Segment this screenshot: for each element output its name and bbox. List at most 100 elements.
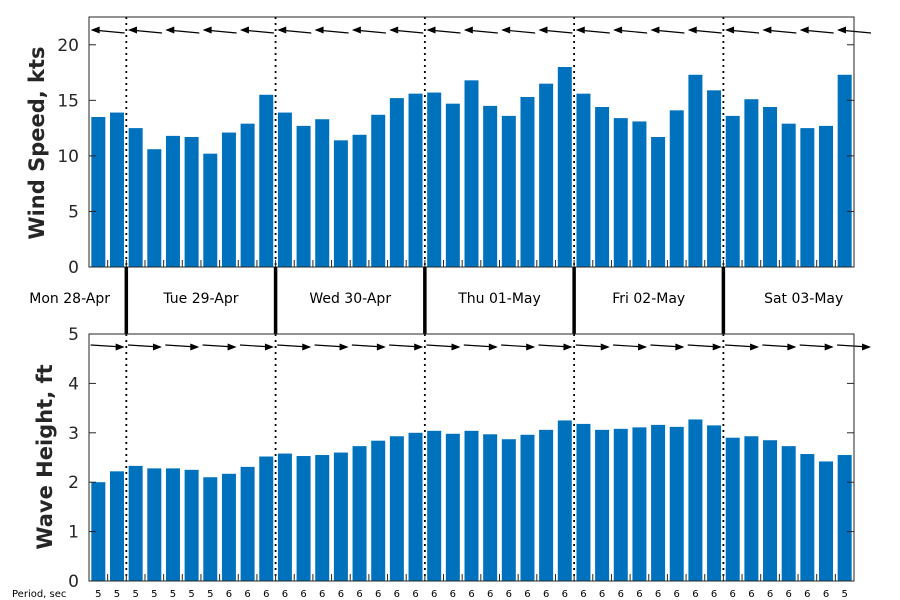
bar [613,428,628,581]
bar [557,67,572,267]
bar [389,436,404,581]
bar [651,424,666,581]
wind-y-axis-label: Wind Speed, kts [25,46,49,239]
bar [277,112,292,267]
bar [501,115,516,267]
bar [576,423,591,581]
direction-arrow-head [575,26,585,34]
bar [315,119,330,267]
bar [800,128,815,267]
direction-arrow-head [837,26,846,34]
direction-arrow-head [501,26,511,34]
bar [763,440,778,581]
bar [819,461,834,581]
period-value: 5 [95,589,101,600]
bar [483,105,498,267]
direction-arrow-head [725,26,735,34]
bar [595,107,610,267]
day-label: Mon 28-Apr [29,291,110,307]
period-value: 6 [599,589,605,600]
bar [109,112,124,267]
direction-arrow-head [389,26,399,34]
bar [781,123,796,268]
direction-arrow-head [787,343,797,351]
period-value: 5 [170,589,176,600]
bar [800,454,815,581]
bar [259,94,274,268]
bar [91,482,106,581]
bar [333,140,348,267]
direction-arrow-head [314,26,324,34]
bar [707,90,722,267]
bar [147,149,162,267]
period-value: 6 [748,589,754,600]
bar [837,74,852,268]
direction-arrow-head [190,343,200,351]
period-value: 6 [562,589,568,600]
period-value: 6 [711,589,717,600]
period-value: 6 [394,589,400,600]
y-tick-label: 2 [68,473,79,493]
direction-arrow-head [351,26,361,34]
direction-arrow-head [127,26,137,34]
period-value: 6 [580,589,586,600]
bar [669,110,684,267]
bar [352,446,367,581]
bar [221,473,236,581]
period-value: 5 [114,589,120,600]
period-value: 6 [468,589,474,600]
y-tick-label: 5 [68,325,79,345]
period-value: 6 [356,589,362,600]
bar [128,465,143,581]
direction-arrow-head [451,343,461,351]
bar [464,430,479,581]
wave-height-panel: Wave Height, ft Period, sec 0 1 2 3 4 5 5 5 5 5 5 5… [12,325,871,600]
period-value: 6 [244,589,250,600]
bar [259,456,274,581]
bar [520,97,535,267]
period-value: 6 [226,589,232,600]
direction-arrow-head [414,343,424,351]
period-value: 5 [132,589,138,600]
period-value: 6 [618,589,624,600]
bar [539,429,554,581]
bar [520,434,535,581]
bar [651,137,666,267]
bar [613,118,628,267]
bar [632,121,647,267]
wave-y-axis-label: Wave Height, ft [33,364,57,549]
bar [781,446,796,581]
bar [91,117,106,267]
period-value: 6 [375,589,381,600]
plot-frame [88,333,855,582]
period-value: 6 [338,589,344,600]
direction-arrow-head [115,343,125,351]
period-value: 6 [543,589,549,600]
direction-arrow-head [862,343,871,351]
direction-arrow-head [824,343,834,351]
y-tick-label: 3 [68,424,79,444]
period-value: 6 [450,589,456,600]
bar [165,468,180,581]
direction-arrow-head [712,343,722,351]
bar [427,92,442,267]
bar [445,433,460,581]
period-value: 6 [804,589,810,600]
day-label: Tue 29-Apr [162,291,238,307]
bar [240,123,255,268]
period-value: 6 [636,589,642,600]
direction-arrow-head [302,343,312,351]
direction-arrow-head [376,343,386,351]
bar [128,128,143,267]
y-tick-label: 10 [57,147,79,167]
day-label: Wed 30-Apr [309,291,391,307]
bar [725,115,740,267]
period-value: 5 [841,589,847,600]
day-label: Thu 01-May [457,291,541,307]
y-tick-label: 0 [68,572,79,592]
direction-arrow-head [239,26,249,34]
direction-arrow-head [762,26,772,34]
period-value: 6 [524,589,530,600]
period-value: 6 [263,589,269,600]
direction-arrow-head [750,343,760,351]
